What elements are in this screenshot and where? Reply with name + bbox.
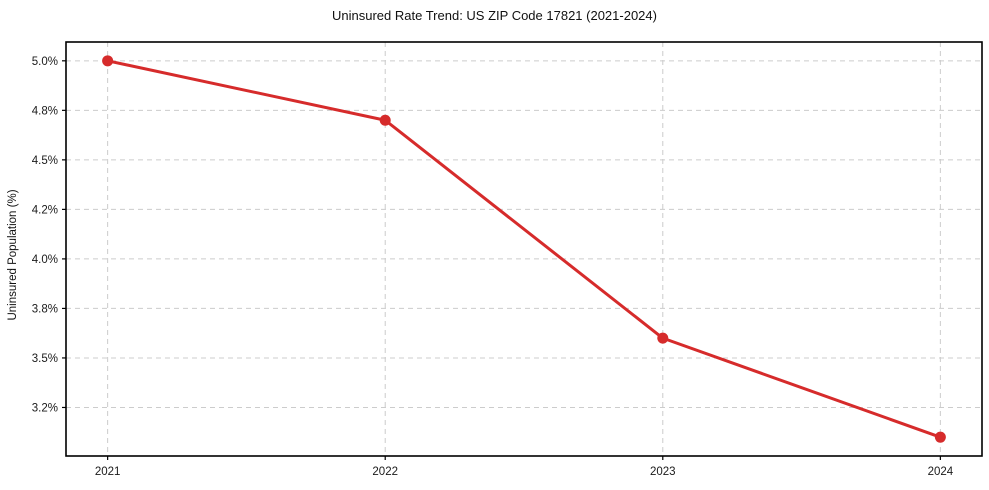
y-tick-label: 3.8% [32, 303, 58, 315]
chart-title: Uninsured Rate Trend: US ZIP Code 17821 … [332, 8, 657, 23]
x-tick-label: 2021 [95, 466, 121, 478]
y-tick-label: 3.2% [32, 402, 58, 414]
y-tick-label: 4.5% [32, 155, 58, 167]
data-point-marker [934, 431, 946, 443]
y-tick-label: 3.5% [32, 353, 58, 365]
data-point-marker [657, 332, 669, 344]
y-tick-label: 4.0% [32, 254, 58, 266]
y-tick-label: 4.2% [32, 204, 58, 216]
y-tick-label: 4.8% [32, 105, 58, 117]
x-tick-label: 2022 [372, 466, 398, 478]
data-point-marker [379, 114, 391, 126]
x-tick-label: 2023 [650, 466, 676, 478]
plot-border [65, 41, 983, 457]
trend-line [106, 59, 942, 439]
data-point-marker [102, 55, 114, 67]
y-tick-label: 5.0% [32, 56, 58, 68]
x-tick-label: 2024 [928, 466, 954, 478]
